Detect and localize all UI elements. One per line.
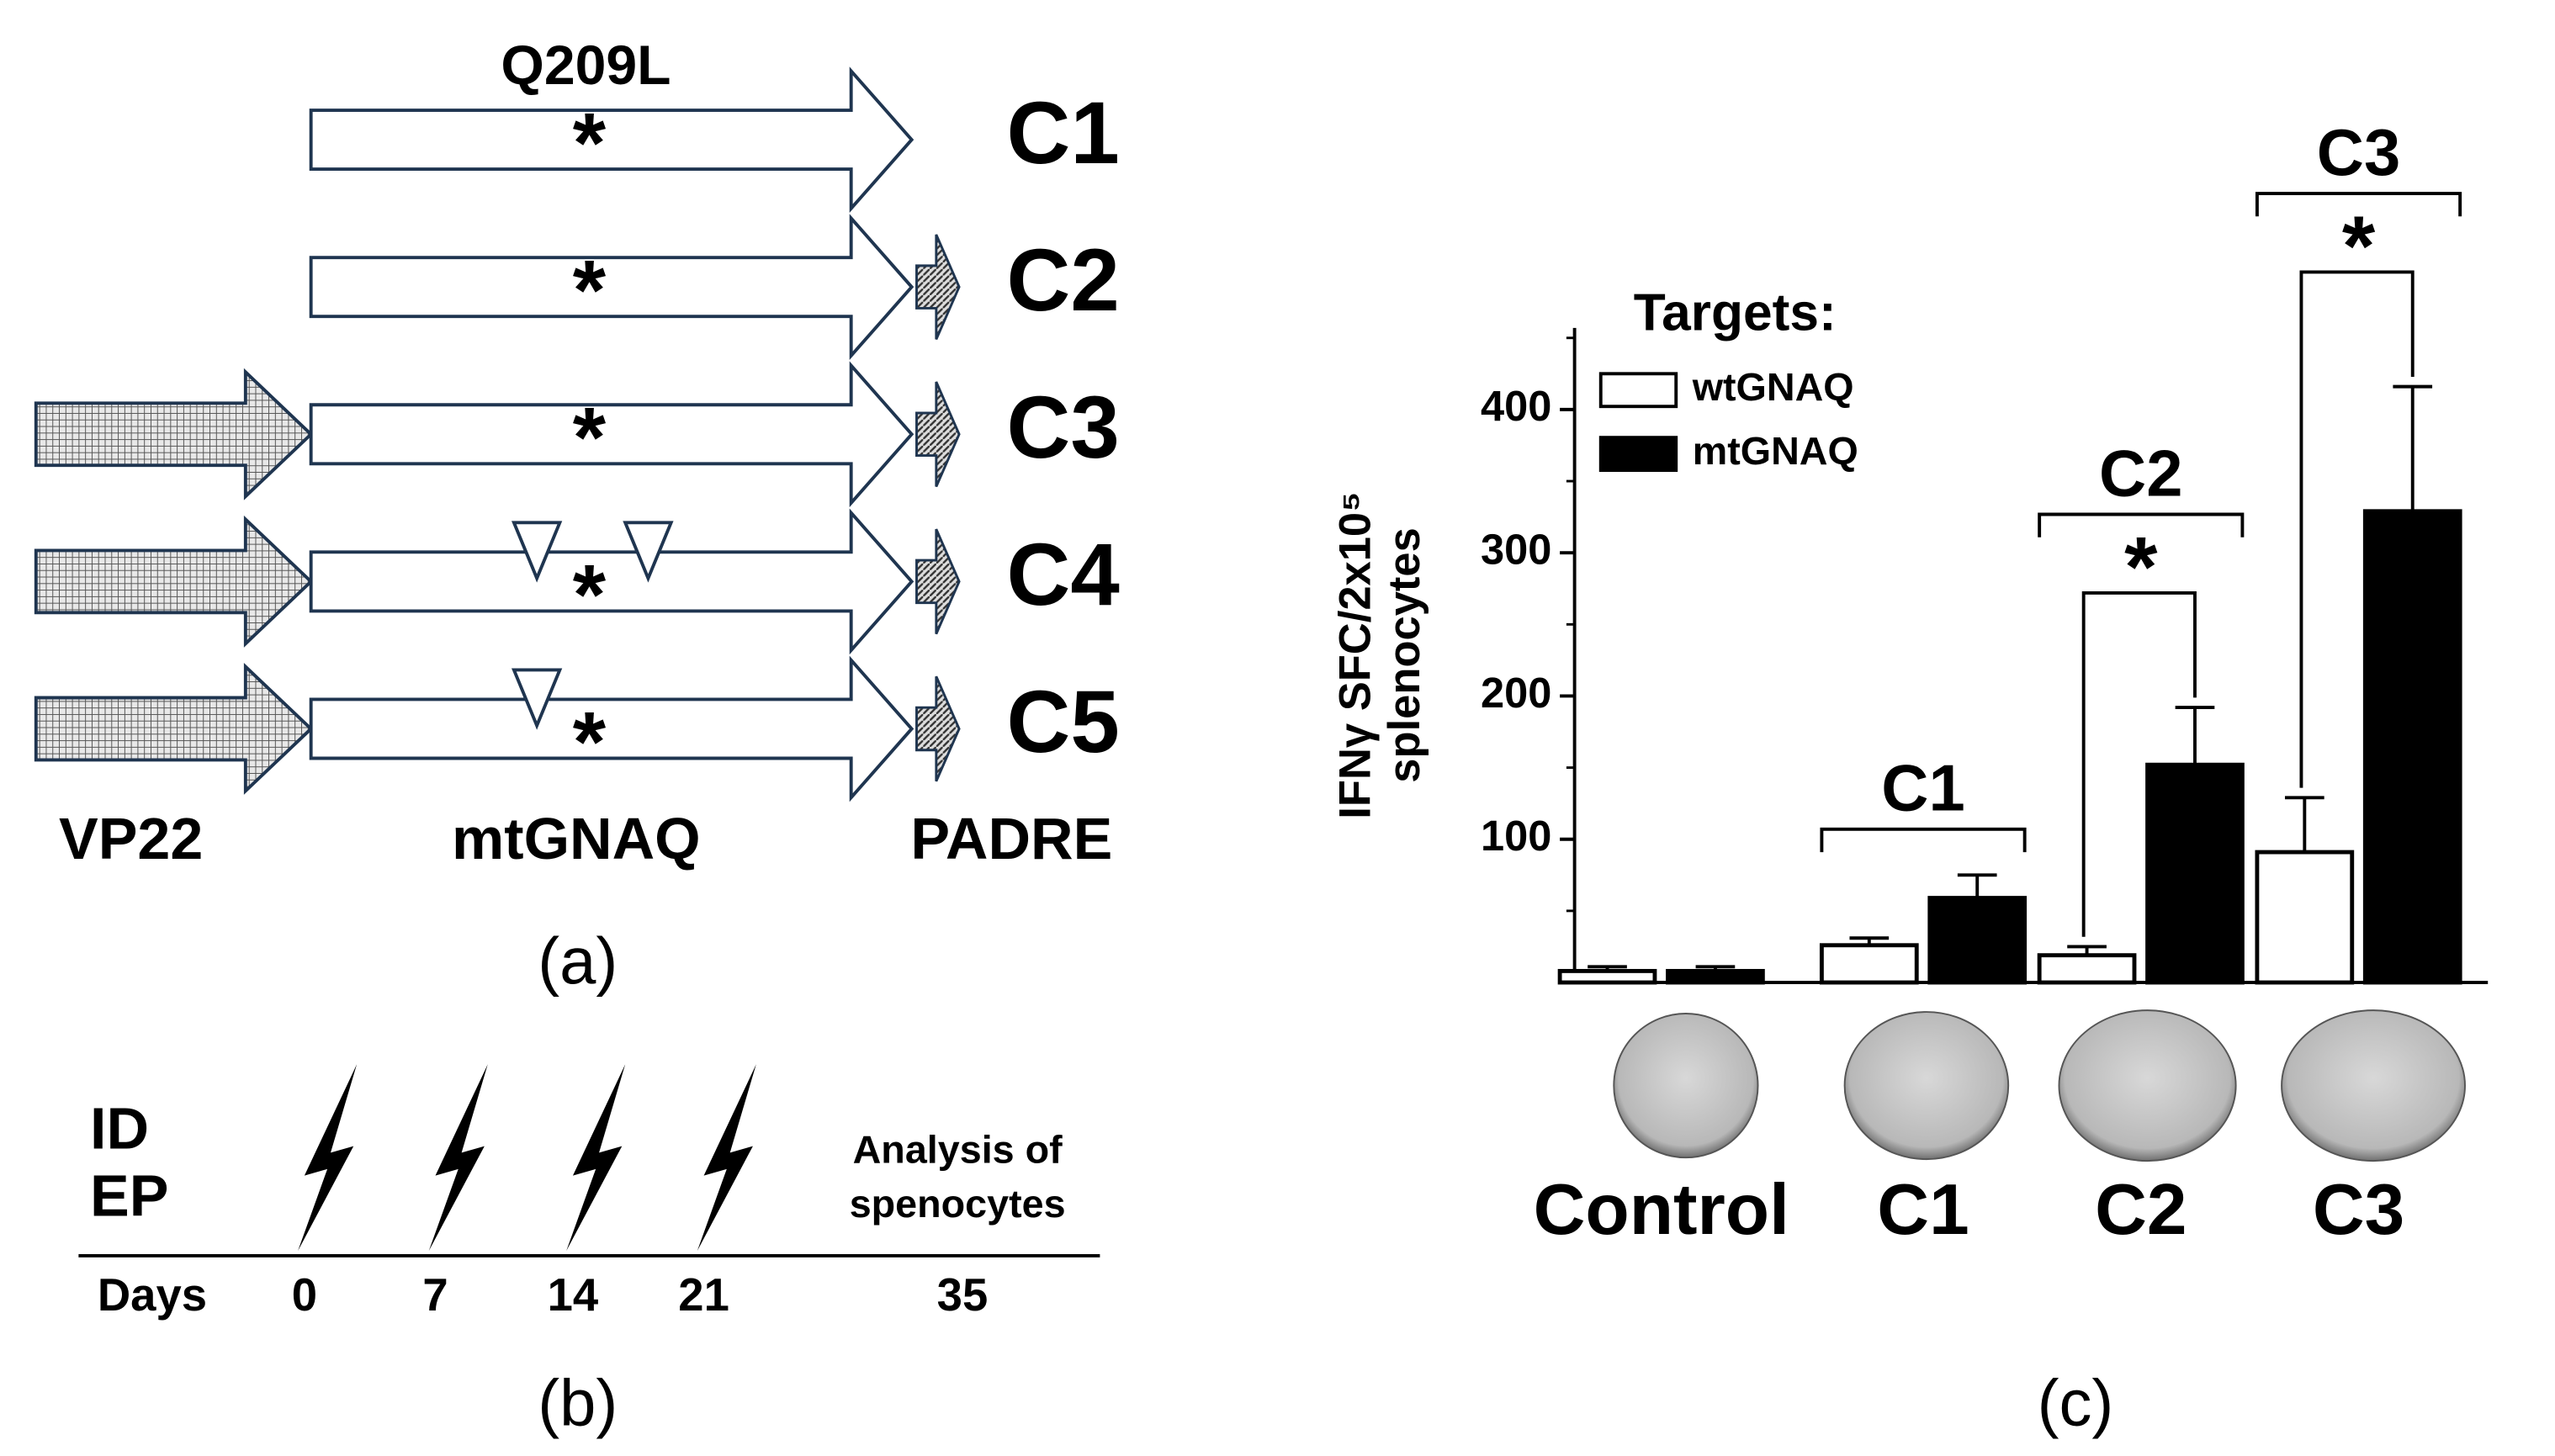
electroporation-bolt bbox=[298, 1064, 358, 1252]
construct-label: C3 bbox=[1007, 379, 1120, 477]
panel-label: (c) bbox=[2038, 1367, 2114, 1439]
legend-title: Targets: bbox=[1634, 284, 1837, 342]
mutation-triangle bbox=[511, 521, 563, 583]
mutation-star: * bbox=[573, 95, 607, 190]
mutation-triangle bbox=[623, 521, 674, 583]
y-tick-label: 300 bbox=[1481, 526, 1551, 574]
group-label: C3 bbox=[2317, 117, 2400, 189]
vp22-arrow bbox=[34, 663, 314, 795]
bar bbox=[1927, 896, 2028, 985]
well-image bbox=[2281, 1009, 2466, 1162]
padre-arrow bbox=[915, 675, 961, 782]
mtgnaq-arrow bbox=[309, 655, 914, 802]
x-tick-label: C3 bbox=[2313, 1170, 2404, 1250]
padre-arrow bbox=[915, 381, 961, 488]
bar bbox=[2145, 762, 2245, 985]
mtgnaq-arrow bbox=[309, 361, 914, 508]
segment-label: VP22 bbox=[59, 806, 203, 871]
construct-label: C1 bbox=[1007, 84, 1120, 183]
y-tick-label: 200 bbox=[1481, 669, 1551, 717]
segment-label: PADRE bbox=[910, 806, 1112, 871]
axis-label: Days bbox=[98, 1269, 207, 1321]
day-label: 0 bbox=[292, 1269, 317, 1321]
bar bbox=[2037, 953, 2137, 985]
mutation-star: * bbox=[573, 547, 607, 642]
mtgnaq-arrow bbox=[309, 214, 914, 361]
construct-label: C4 bbox=[1007, 526, 1120, 624]
group-bracket bbox=[2255, 192, 2462, 217]
significance-marker: * bbox=[2124, 519, 2158, 614]
construct-label: C5 bbox=[1007, 673, 1120, 771]
x-tick-label: Control bbox=[1534, 1170, 1789, 1250]
route-label: ID bbox=[90, 1096, 149, 1162]
group-bracket bbox=[2038, 512, 2245, 537]
bar bbox=[2255, 850, 2355, 985]
mutation-star: * bbox=[573, 695, 607, 790]
significance-bracket bbox=[2081, 590, 2197, 937]
mtgnaq-arrow bbox=[309, 508, 914, 655]
mtgnaq-arrow bbox=[309, 66, 914, 213]
electroporation-bolt bbox=[697, 1064, 756, 1252]
mutation-triangle bbox=[511, 668, 563, 730]
spot-wells bbox=[1613, 1009, 2466, 1162]
bar bbox=[1557, 968, 1657, 985]
x-tick-label: C2 bbox=[2095, 1170, 2187, 1250]
electroporation-bolt bbox=[428, 1064, 488, 1252]
legend-swatch bbox=[1598, 372, 1678, 409]
bar bbox=[1819, 943, 1919, 985]
significance-marker: * bbox=[2342, 199, 2376, 294]
padre-arrow bbox=[915, 234, 961, 341]
mutation-star: * bbox=[573, 390, 607, 485]
well-image bbox=[2058, 1009, 2237, 1162]
well-image bbox=[1613, 1013, 1759, 1159]
bar bbox=[2362, 509, 2462, 985]
panel-label: (a) bbox=[538, 925, 618, 998]
padre-arrow bbox=[915, 528, 961, 635]
segment-label: mtGNAQ bbox=[452, 806, 701, 871]
group-label: C1 bbox=[1881, 753, 1964, 825]
y-axis-label: splenocytes bbox=[1380, 527, 1429, 783]
bar bbox=[1666, 968, 1765, 985]
group-bracket bbox=[1820, 827, 2027, 853]
significance-bracket bbox=[2299, 270, 2415, 788]
day-label: 14 bbox=[548, 1269, 599, 1321]
mutation-label: Q209L bbox=[501, 34, 671, 97]
route-label: EP bbox=[90, 1162, 168, 1228]
day-label: 21 bbox=[678, 1269, 729, 1321]
y-tick-label: 100 bbox=[1481, 812, 1551, 860]
vp22-arrow bbox=[34, 515, 314, 648]
day-label: 7 bbox=[422, 1269, 448, 1321]
y-axis-label: IFNγ SFC/2x10⁵ bbox=[1331, 491, 1381, 819]
legend-label: mtGNAQ bbox=[1693, 429, 1858, 473]
well-image bbox=[1843, 1011, 2010, 1161]
mutation-star: * bbox=[573, 243, 607, 338]
legend-swatch bbox=[1598, 436, 1678, 473]
endpoint-label: Analysis of bbox=[853, 1128, 1063, 1172]
x-tick-label: C1 bbox=[1877, 1170, 1969, 1250]
endpoint-label: spenocytes bbox=[850, 1182, 1066, 1226]
panel-label: (b) bbox=[538, 1367, 618, 1439]
legend-label: wtGNAQ bbox=[1692, 365, 1854, 409]
day-label: 35 bbox=[937, 1269, 989, 1321]
electroporation-bolt bbox=[566, 1064, 626, 1252]
vp22-arrow bbox=[34, 368, 314, 500]
y-tick-label: 400 bbox=[1481, 382, 1551, 430]
construct-label: C2 bbox=[1007, 231, 1120, 330]
group-label: C2 bbox=[2099, 437, 2182, 510]
